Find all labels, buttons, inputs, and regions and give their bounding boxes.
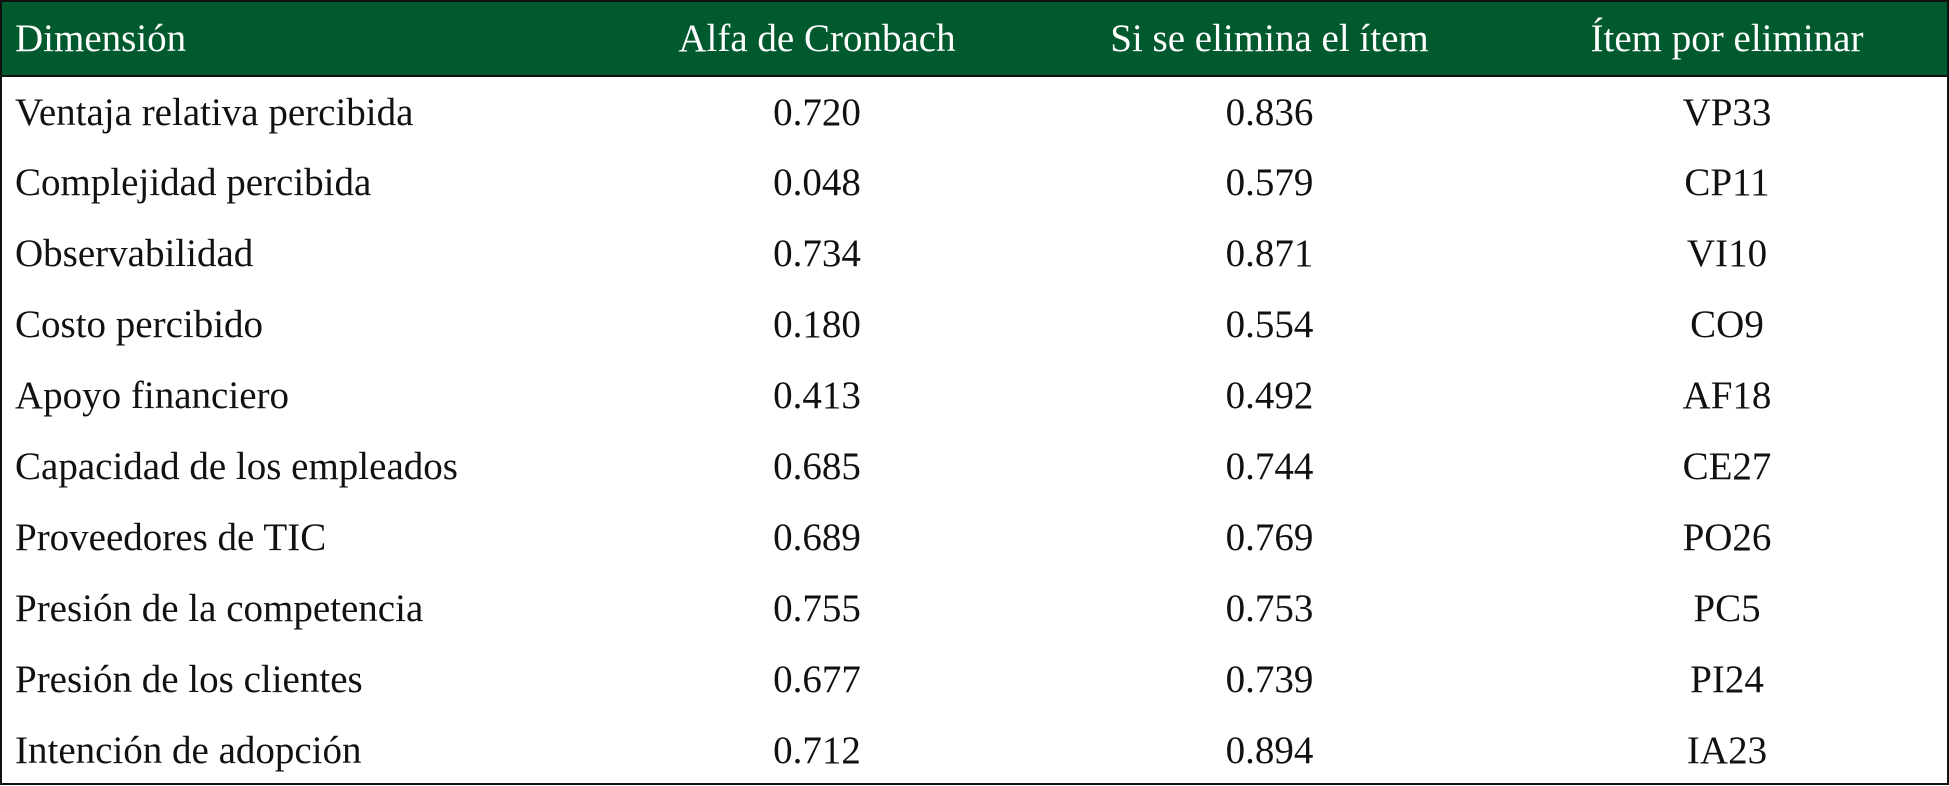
alpha-if-deleted-cell: 0.894 (1225, 729, 1314, 772)
alpha-if-deleted-cell: 0.579 (1225, 161, 1314, 204)
header-row: Dimensión Alfa de Cronbach Si se elimina… (2, 2, 1947, 77)
alpha-cell: 0.689 (773, 516, 861, 559)
alpha-cell: 0.734 (773, 232, 861, 275)
table-row: Proveedores de TIC 0.689 0.769 PO26 (2, 502, 1947, 573)
alpha-if-deleted-cell: 0.753 (1225, 587, 1314, 630)
table-row: Presión de los clientes 0.677 0.739 PI24 (2, 644, 1947, 715)
table-row: Observabilidad 0.734 0.871 VI10 (2, 218, 1947, 289)
table-row: Apoyo financiero 0.413 0.492 AF18 (2, 360, 1947, 431)
alpha-cell: 0.180 (773, 303, 861, 346)
table-body: Ventaja relativa percibida 0.720 0.836 V… (2, 76, 1947, 786)
item-cell: CE27 (1682, 445, 1772, 488)
alpha-cell: 0.685 (773, 445, 861, 488)
dimension-cell: Ventaja relativa percibida (15, 90, 414, 134)
dimension-cell: Apoyo financiero (15, 374, 289, 417)
item-cell: PO26 (1682, 516, 1772, 559)
alpha-cell: 0.677 (773, 658, 861, 701)
table-row: Costo percibido 0.180 0.554 CO9 (2, 289, 1947, 360)
item-cell: IA23 (1686, 729, 1768, 772)
table-row: Ventaja relativa percibida 0.720 0.836 V… (2, 76, 1947, 147)
item-cell: VP33 (1682, 90, 1772, 134)
table-row: Capacidad de los empleados 0.685 0.744 C… (2, 431, 1947, 502)
item-cell: CO9 (1690, 303, 1764, 346)
alpha-cell: 0.413 (773, 374, 861, 417)
alpha-if-deleted-cell: 0.836 (1225, 90, 1314, 134)
alpha-if-deleted-cell: 0.871 (1225, 232, 1314, 275)
item-cell: PC5 (1693, 587, 1761, 630)
alpha-cell: 0.048 (773, 161, 861, 204)
alpha-cell: 0.712 (773, 729, 861, 772)
alpha-if-deleted-cell: 0.554 (1225, 303, 1314, 346)
header-cronbach-alpha: Alfa de Cronbach (602, 2, 1032, 77)
dimension-cell: Observabilidad (15, 232, 254, 275)
alpha-cell: 0.720 (773, 90, 861, 134)
table-row: Presión de la competencia 0.755 0.753 PC… (2, 573, 1947, 644)
table-header: Dimensión Alfa de Cronbach Si se elimina… (2, 2, 1947, 77)
alpha-if-deleted-cell: 0.744 (1225, 445, 1314, 488)
table-row: Intención de adopción 0.712 0.894 IA23 (2, 715, 1947, 786)
header-if-item-deleted: Si se elimina el ítem (1032, 2, 1507, 77)
item-cell: PI24 (1690, 658, 1764, 701)
dimension-cell: Presión de la competencia (15, 587, 424, 630)
dimension-cell: Capacidad de los empleados (15, 445, 458, 488)
alpha-if-deleted-cell: 0.769 (1225, 516, 1314, 559)
item-cell: CP11 (1684, 161, 1770, 204)
dimension-cell: Costo percibido (15, 303, 264, 346)
dimension-cell: Presión de los clientes (15, 658, 363, 701)
item-cell: VI10 (1686, 232, 1768, 275)
header-item-to-delete: Ítem por eliminar (1507, 2, 1947, 77)
alpha-cell: 0.755 (773, 587, 861, 630)
alpha-if-deleted-cell: 0.739 (1225, 658, 1314, 701)
dimension-cell: Complejidad percibida (15, 161, 372, 204)
table-row: Complejidad percibida 0.048 0.579 CP11 (2, 147, 1947, 218)
alpha-if-deleted-cell: 0.492 (1225, 374, 1314, 417)
dimension-cell: Proveedores de TIC (15, 516, 327, 559)
dimension-cell: Intención de adopción (15, 729, 362, 772)
item-cell: AF18 (1682, 374, 1772, 417)
header-dimension: Dimensión (2, 2, 602, 77)
